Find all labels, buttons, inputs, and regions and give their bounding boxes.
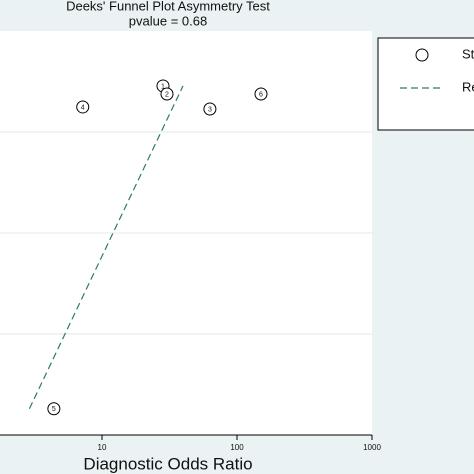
point-label: 5 — [52, 406, 56, 413]
chart-subtitle: pvalue = 0.68 — [129, 13, 207, 28]
study-point — [160, 87, 174, 101]
x-tick-label: 100 — [230, 443, 244, 452]
study-point — [203, 102, 217, 116]
point-label: 1 — [161, 83, 165, 90]
x-tick-label: 1000 — [363, 443, 381, 452]
legend-label: Study — [462, 46, 474, 61]
point-label: 4 — [81, 104, 85, 111]
x-tick-label: 10 — [98, 443, 107, 452]
chart-title: Deeks' Funnel Plot Asymmetry Test — [66, 0, 270, 13]
study-point — [76, 100, 90, 114]
study-point — [47, 402, 61, 416]
point-label: 2 — [165, 91, 169, 98]
study-point — [254, 87, 268, 101]
regression-line — [28, 85, 184, 409]
point-label: 6 — [259, 91, 263, 98]
legend-swatch — [415, 48, 429, 62]
point-label: 3 — [208, 106, 212, 113]
x-axis-label: Diagnostic Odds Ratio — [83, 454, 252, 473]
legend-label: Regression Line — [462, 79, 474, 94]
